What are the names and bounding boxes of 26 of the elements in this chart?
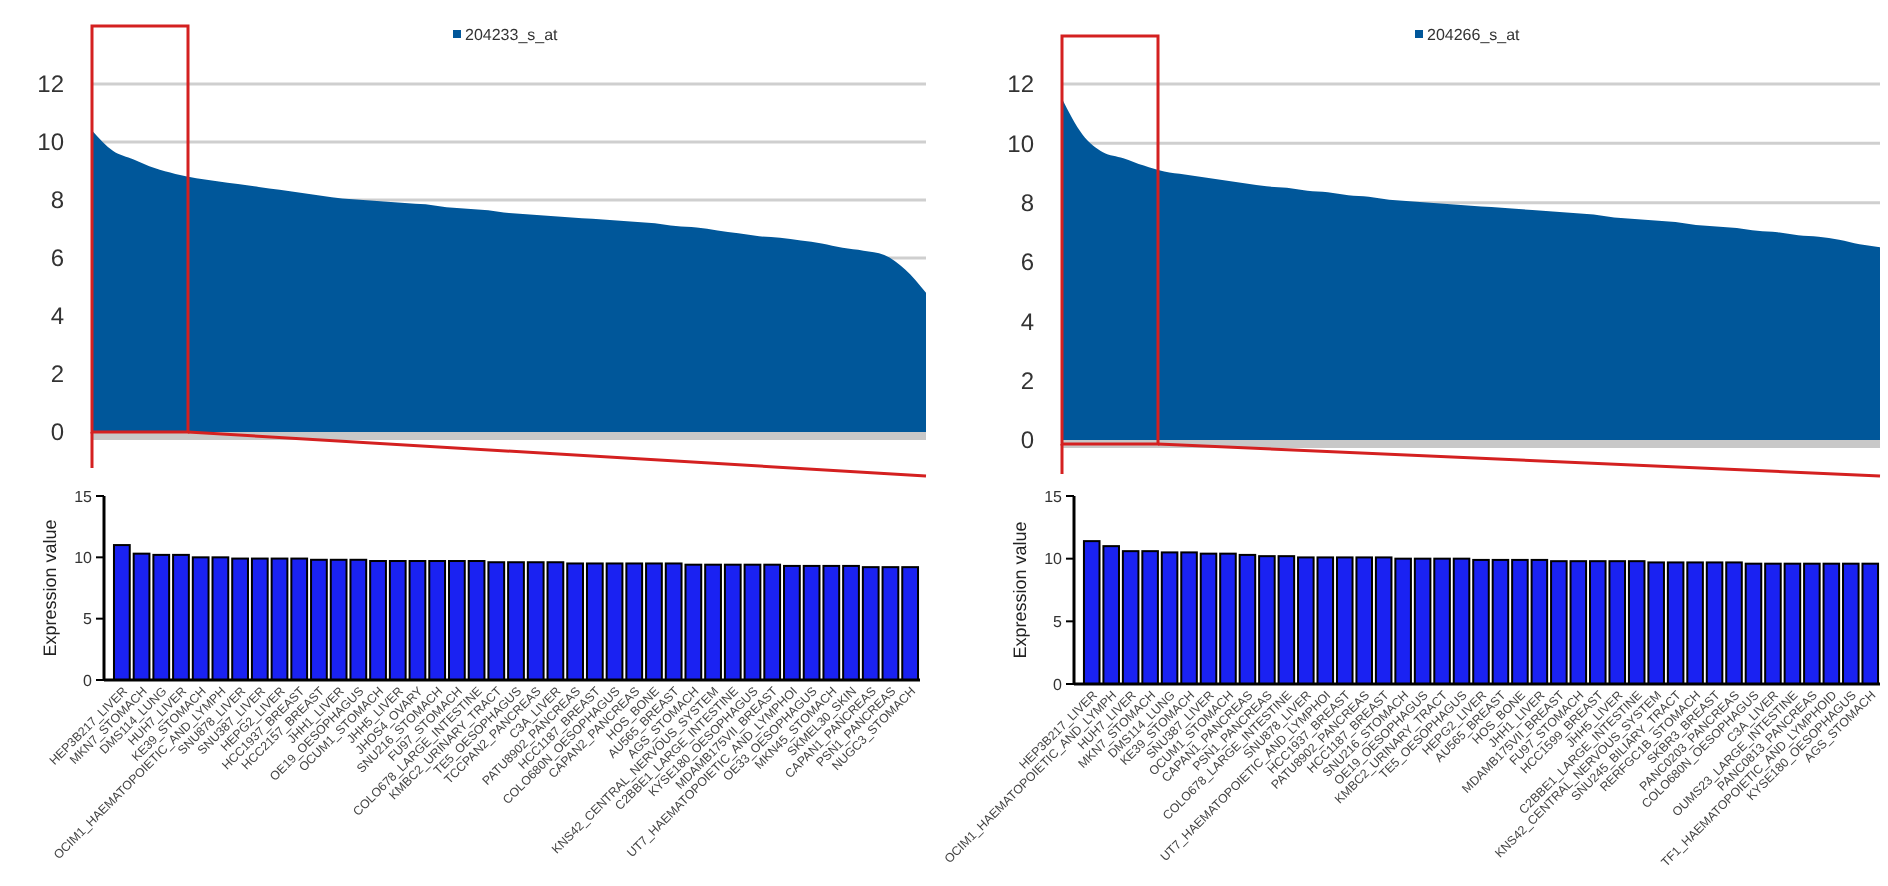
y-tick-label: 0 (1053, 675, 1064, 694)
y-tick-label: 6 (50, 244, 65, 273)
y-tick-label: 10 (37, 128, 65, 157)
y-tick-label: 4 (1020, 307, 1035, 336)
y-tick-label: 6 (1020, 248, 1035, 277)
y-tick-label: 10 (1044, 550, 1064, 569)
y-tick-label: 10 (74, 548, 94, 567)
y-tick-label: 8 (1020, 189, 1035, 218)
y-tick-label: 2 (1020, 367, 1035, 396)
y-tick-label: 5 (1053, 612, 1064, 631)
y-axis-title: Expression value (40, 519, 60, 657)
y-tick-label: 15 (74, 487, 94, 506)
y-tick-label: 4 (50, 302, 65, 331)
y-tick-label: 12 (37, 70, 65, 99)
legend-label: 204233_s_at (465, 26, 560, 44)
y-tick-label: 10 (1007, 129, 1035, 158)
y-tick-label: 0 (50, 418, 65, 447)
y-tick-label: 2 (50, 360, 65, 389)
y-tick-label: 15 (1044, 487, 1064, 506)
y-axis-title: Expression value (1010, 521, 1030, 659)
y-tick-label: 0 (1020, 426, 1035, 455)
y-tick-label: 12 (1007, 70, 1035, 99)
y-tick-label: 8 (50, 186, 65, 215)
legend-label: 204266_s_at (1427, 26, 1522, 44)
y-tick-label: 5 (83, 610, 94, 629)
y-tick-label: 0 (83, 671, 94, 690)
